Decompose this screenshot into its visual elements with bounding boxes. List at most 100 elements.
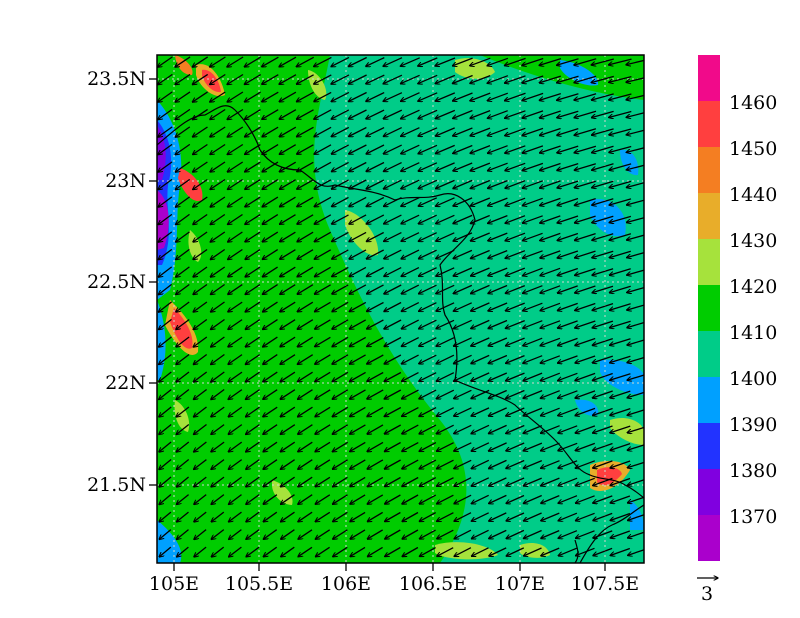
wind-arrow (385, 529, 401, 539)
wind-arrow (315, 494, 331, 504)
wind-arrow (539, 127, 561, 136)
wind-arrow (332, 441, 349, 451)
wind-arrow (505, 180, 526, 189)
wind-arrow (557, 232, 579, 241)
wind-arrow (297, 354, 314, 365)
wind-arrow (315, 406, 331, 416)
wind-arrow (210, 266, 226, 277)
wind-arrow (593, 477, 613, 485)
wind-arrow (315, 546, 330, 556)
wind-arrow (332, 214, 349, 224)
wind-arrow (245, 179, 261, 190)
wind-arrow (211, 511, 225, 522)
wind-arrow (610, 425, 631, 433)
wind-arrow (436, 442, 454, 452)
wind-arrow (158, 266, 173, 277)
wind-arrow (384, 232, 402, 242)
wind-arrow (419, 442, 437, 452)
wind-arrow (505, 250, 526, 259)
wind-arrow (488, 442, 507, 451)
wind-arrow (333, 546, 348, 556)
wind-arrow (574, 215, 596, 223)
wind-arrow (506, 512, 525, 521)
wind-arrow (487, 162, 508, 171)
wind-arrow (315, 301, 331, 311)
wind-arrow (522, 57, 544, 66)
wind-arrow (263, 476, 278, 487)
wind-arrow (367, 441, 384, 451)
wind-arrow (194, 476, 207, 487)
wind-arrow (366, 249, 384, 259)
wind-arrow (367, 529, 384, 539)
wind-arrow (558, 355, 578, 363)
wind-arrow (315, 459, 331, 469)
wind-arrow (609, 215, 632, 222)
wind-arrow (176, 231, 190, 242)
wind-arrow (315, 511, 331, 521)
colorbar-swatch (698, 55, 720, 101)
wind-arrow (453, 127, 473, 136)
wind-arrow (523, 460, 543, 469)
wind-arrow (246, 511, 260, 522)
wind-arrow (297, 144, 314, 154)
wind-arrow (366, 127, 385, 137)
wind-arrow (540, 372, 561, 381)
wind-arrow (523, 302, 543, 311)
wind-arrow (540, 355, 561, 363)
wind-arrow (593, 442, 613, 451)
wind-arrow (262, 109, 279, 120)
wind-arrow (211, 301, 225, 312)
wind-arrow (522, 75, 544, 83)
wind-arrow (627, 304, 644, 310)
wind-arrow (246, 406, 260, 417)
wind-arrow (488, 424, 507, 433)
wind-arrow (333, 511, 348, 521)
wind-arrow (263, 424, 278, 435)
wind-arrow (506, 477, 525, 486)
wind-arrow (228, 301, 243, 312)
wind-arrow (539, 75, 561, 83)
wind-arrow (610, 390, 631, 398)
wind-arrow (541, 495, 560, 504)
wind-arrow (574, 163, 596, 171)
wind-arrow (609, 110, 632, 118)
wind-arrow (489, 477, 507, 486)
wind-arrow (385, 476, 401, 487)
wind-arrow (610, 442, 631, 451)
wind-arrow (539, 92, 561, 101)
wind-arrow (557, 197, 579, 206)
wind-arrow (349, 144, 367, 154)
wind-arrow (366, 266, 384, 277)
wind-arrow (211, 459, 225, 470)
wind-arrow (298, 529, 313, 539)
wind-arrow (263, 406, 278, 417)
wind-arrow (453, 354, 472, 363)
wind-arrow (539, 57, 562, 66)
wind-arrow (453, 302, 472, 311)
wind-arrow (281, 529, 295, 540)
x-axis-labels: 105E 105.5E 106E 106.5E 107E 107.5E (149, 573, 639, 595)
wind-arrow (263, 529, 278, 540)
wind-arrow (470, 214, 490, 224)
wind-arrow (158, 248, 173, 259)
wind-arrow (159, 388, 172, 400)
wind-arrow (175, 126, 191, 137)
wind-arrow (436, 197, 455, 206)
wind-arrow (384, 459, 401, 469)
wind-arrow (262, 144, 279, 155)
wind-arrow (540, 267, 561, 275)
wind-arrow (245, 371, 260, 382)
wind-arrow (626, 129, 644, 135)
lat-label: 23.5N (87, 68, 146, 90)
wind-arrow (557, 145, 579, 153)
wind-arrow (576, 530, 595, 538)
wind-arrow (159, 423, 172, 435)
wind-arrow (574, 128, 597, 136)
wind-arrow (279, 91, 297, 102)
wind-arrow (193, 318, 208, 330)
wind-arrow (575, 285, 596, 293)
wind-arrow (315, 354, 331, 364)
wind-arrow (575, 337, 596, 346)
wind-arrow (592, 390, 613, 398)
wind-arrow (523, 442, 543, 451)
